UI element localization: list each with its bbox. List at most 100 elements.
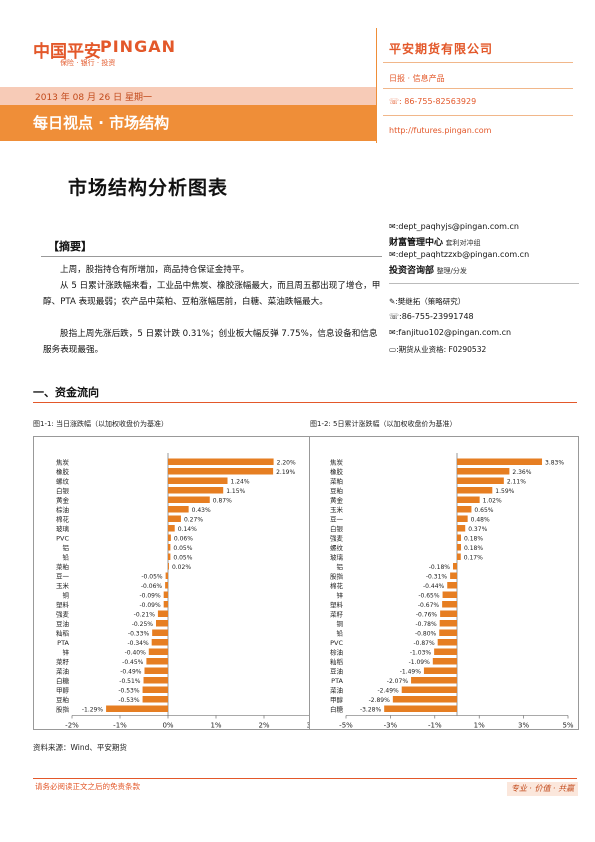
category-label: PVC (56, 534, 69, 542)
data-label: -0.51% (119, 678, 141, 685)
bar (168, 544, 171, 551)
data-label: 0.87% (213, 497, 232, 504)
data-label: 0.14% (178, 526, 197, 533)
contact-dept-2: 投资咨询部 (389, 266, 435, 276)
data-label: 0.05% (173, 545, 192, 552)
category-label: 棉花 (330, 581, 344, 590)
category-label: 菜粕 (56, 562, 69, 571)
bar (168, 496, 210, 503)
bar (457, 496, 480, 503)
bar (106, 705, 168, 712)
data-label: -0.78% (415, 621, 437, 628)
header-rule (383, 62, 573, 63)
category-label: 股指 (56, 704, 70, 713)
analyst-phone: ☏:86-755-23991748 (389, 312, 474, 321)
category-label: 黄金 (330, 495, 344, 504)
bar (401, 686, 457, 693)
data-label: -0.87% (413, 640, 435, 647)
data-label: 1.15% (226, 488, 245, 495)
header-rule (383, 88, 573, 89)
data-label: -0.65% (418, 592, 440, 599)
category-label: 棕油 (330, 647, 343, 656)
header-rule (383, 115, 573, 116)
data-label: -1.49% (400, 668, 422, 675)
bar (411, 677, 457, 684)
summary-paragraph-1: 上周，股指持仓有所增加，商品持仓保证金持平。 (60, 265, 250, 275)
data-label: -0.49% (120, 668, 142, 675)
bar (163, 601, 168, 608)
x-tick-label: -2% (65, 722, 79, 730)
report-series: 日报 · 信息产品 (389, 74, 445, 83)
bar (457, 487, 493, 494)
bar (152, 629, 168, 636)
chart-1: -2%-1%0%1%2%3%焦炭2.20%橡胶2.19%螺纹1.24%白银1.1… (56, 453, 318, 730)
category-label: 豆一 (56, 572, 70, 580)
data-label: 3.83% (545, 459, 564, 466)
bar (457, 515, 468, 522)
category-label: 菜籽 (56, 657, 70, 666)
page-title: 市场结构分析图表 (68, 177, 229, 199)
data-label: -0.53% (118, 697, 140, 704)
bar (457, 506, 472, 513)
category-label: 甲醇 (56, 685, 70, 694)
data-label: -0.18% (429, 564, 451, 571)
category-label: 菜籽 (330, 609, 344, 618)
bar (168, 458, 274, 465)
footer-slogan: 专业 · 价值 · 共赢 (507, 782, 578, 796)
data-label: -0.44% (423, 583, 445, 590)
analyst-email[interactable]: ✉:fanjituo102@pingan.com.cn (389, 328, 512, 337)
category-label: 豆一 (330, 515, 344, 523)
category-label: 菜油 (330, 685, 343, 694)
bar (168, 468, 274, 475)
data-label: 2.36% (512, 469, 531, 476)
header-divider (376, 28, 377, 143)
category-label: 豆粕 (56, 695, 69, 704)
category-label: 豆粕 (330, 486, 343, 495)
data-label: -1.03% (410, 649, 432, 656)
category-label: 铅 (63, 552, 70, 561)
contact-email-1[interactable]: ✉:dept_paqhyjs@pingan.com.cn (389, 222, 519, 231)
bar (384, 705, 457, 712)
category-label: 玻璃 (330, 552, 344, 561)
bar (168, 487, 224, 494)
x-tick-label: 1% (474, 722, 485, 730)
category-label: 橡胶 (56, 467, 70, 476)
x-tick-label: 0% (162, 722, 173, 730)
data-label: 0.48% (471, 516, 490, 523)
date-bar (0, 87, 376, 105)
website-link[interactable]: http://futures.pingan.com (389, 126, 492, 135)
x-tick-label: -1% (113, 722, 127, 730)
bar (168, 534, 171, 541)
bar (165, 572, 168, 579)
category-label: 螺纹 (56, 476, 70, 485)
chart-2: -5% -3% -1% 1% 3% 5% 焦炭 3.83% 橡胶 2.36% 菜粕 2.11% 豆粕 1.… (330, 453, 574, 730)
category-label: 玉米 (330, 505, 344, 514)
category-label: 强麦 (56, 609, 70, 618)
category-label: 铜 (337, 619, 344, 628)
bar (457, 458, 543, 465)
bar (392, 696, 457, 703)
bar (142, 686, 168, 693)
contact-divider (389, 283, 579, 284)
category-label: 菜粕 (330, 476, 343, 485)
section-rule (33, 402, 577, 403)
summary-paragraph-3: 股指上周先涨后跌，5 日累计跌 0.31%；创业板大幅反弹 7.75%，信息设备… (43, 329, 378, 355)
category-label: 焦炭 (56, 457, 70, 466)
data-label: -1.09% (409, 659, 431, 666)
summary-heading: 【摘要】 (48, 240, 92, 253)
data-label: 0.27% (184, 516, 203, 523)
data-label: -0.33% (128, 630, 150, 637)
data-label: -0.34% (127, 640, 149, 647)
bar (453, 563, 457, 570)
category-label: 白糖 (56, 676, 70, 685)
report-date: 2013 年 08 月 26 日 星期一 (35, 93, 152, 103)
analyst-name: ✎:樊继拓（策略研究） (389, 297, 466, 306)
bar (168, 525, 175, 532)
category-label: 豆油 (330, 666, 343, 675)
data-source: 资料来源：Wind、平安期货 (33, 743, 127, 752)
bar (168, 477, 228, 484)
company-name: 平安期货有限公司 (389, 42, 494, 56)
category-label: 铜 (63, 590, 70, 599)
data-label: -0.76% (416, 611, 438, 618)
contact-email-2[interactable]: ✉:dept_paqhtzzxb@pingan.com.cn (389, 250, 530, 259)
